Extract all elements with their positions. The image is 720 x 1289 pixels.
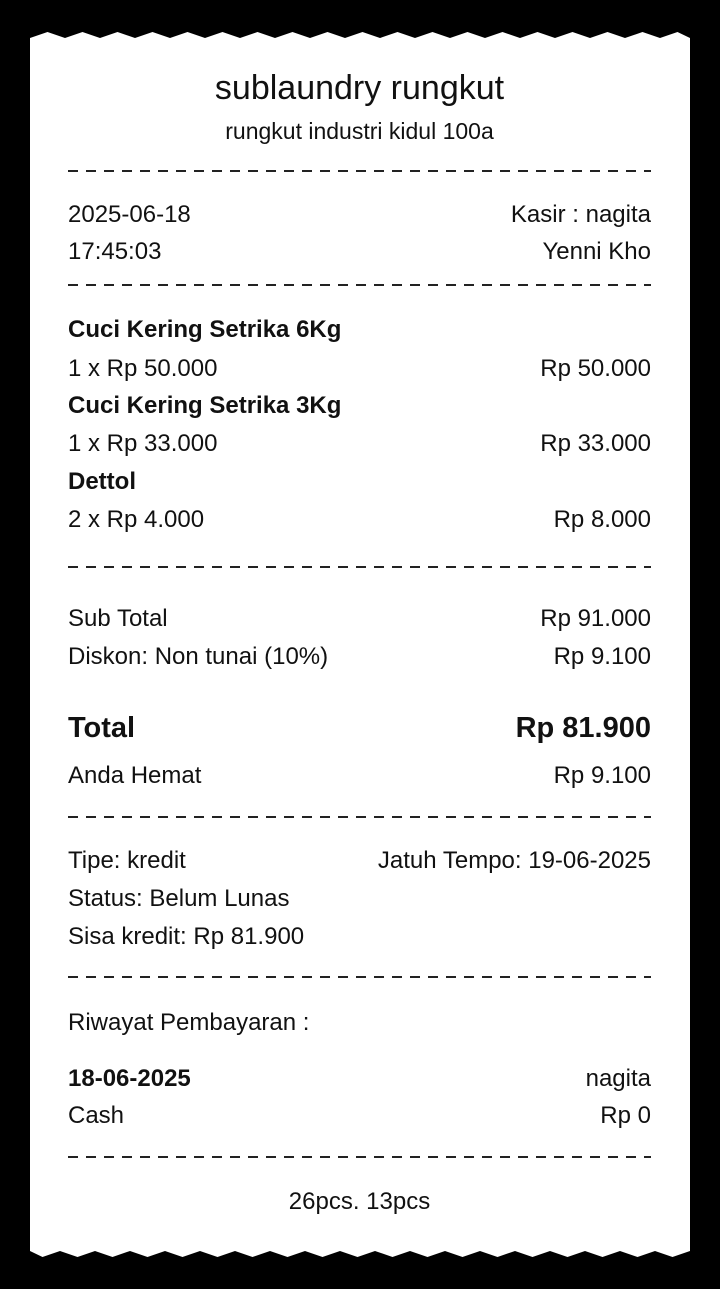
divider — [68, 566, 651, 568]
date: 2025-06-18 — [68, 201, 191, 228]
due-date: Jatuh Tempo: 19-06-2025 — [377, 847, 651, 874]
payment-status: Status: Belum Lunas — [68, 885, 290, 912]
item-line: 1 x Rp 50.000 Rp 50.000 — [68, 354, 651, 384]
history-amount: Rp 0 — [600, 1102, 651, 1129]
item-name: Dettol — [68, 468, 136, 495]
receipt-background — [30, 32, 690, 1257]
store-name: sublaundry rungkut — [214, 69, 505, 107]
saved-value: Rp 9.100 — [553, 762, 651, 789]
discount-label: Diskon: Non tunai (10%) — [68, 643, 329, 670]
paper-shape — [30, 32, 690, 1257]
receipt-paper — [30, 32, 690, 1257]
history-date: 18-06-2025 — [68, 1065, 191, 1092]
item-line: 2 x Rp 4.000 Rp 8.000 — [68, 505, 651, 535]
subtotal-label: Sub Total — [68, 605, 168, 632]
item-total: Rp 50.000 — [540, 355, 651, 382]
divider — [68, 1156, 651, 1158]
item-total: Rp 8.000 — [553, 506, 651, 533]
time: 17:45:03 — [68, 238, 162, 265]
discount-value: Rp 9.100 — [553, 643, 651, 670]
total-value: Rp 81.900 — [515, 712, 651, 744]
total-label: Total — [68, 712, 136, 744]
item-line: 1 x Rp 33.000 Rp 33.000 — [68, 429, 651, 459]
divider — [68, 170, 651, 172]
item-qty-price: 1 x Rp 50.000 — [68, 355, 218, 382]
history-user: nagita — [585, 1065, 651, 1092]
divider — [68, 284, 651, 286]
customer: Yenni Kho — [542, 238, 651, 265]
store-address: rungkut industri kidul 100a — [225, 118, 494, 144]
subtotal-value: Rp 91.000 — [540, 605, 651, 632]
divider — [68, 816, 651, 818]
cashier: Kasir : nagita — [510, 201, 651, 228]
item-qty-price: 2 x Rp 4.000 — [68, 506, 205, 533]
payment-type: Tipe: kredit — [68, 847, 186, 874]
divider — [68, 976, 651, 978]
saved-label: Anda Hemat — [68, 762, 202, 789]
item-qty-price: 1 x Rp 33.000 — [68, 430, 218, 457]
history-title: Riwayat Pembayaran : — [68, 1009, 310, 1036]
footer-text: 26pcs. 13pcs — [288, 1188, 431, 1215]
item-name: Cuci Kering Setrika 6Kg — [68, 316, 342, 343]
history-method: Cash — [68, 1102, 125, 1129]
item-total: Rp 33.000 — [540, 430, 651, 457]
remaining-credit: Sisa kredit: Rp 81.900 — [68, 923, 305, 950]
item-name: Cuci Kering Setrika 3Kg — [68, 392, 342, 419]
